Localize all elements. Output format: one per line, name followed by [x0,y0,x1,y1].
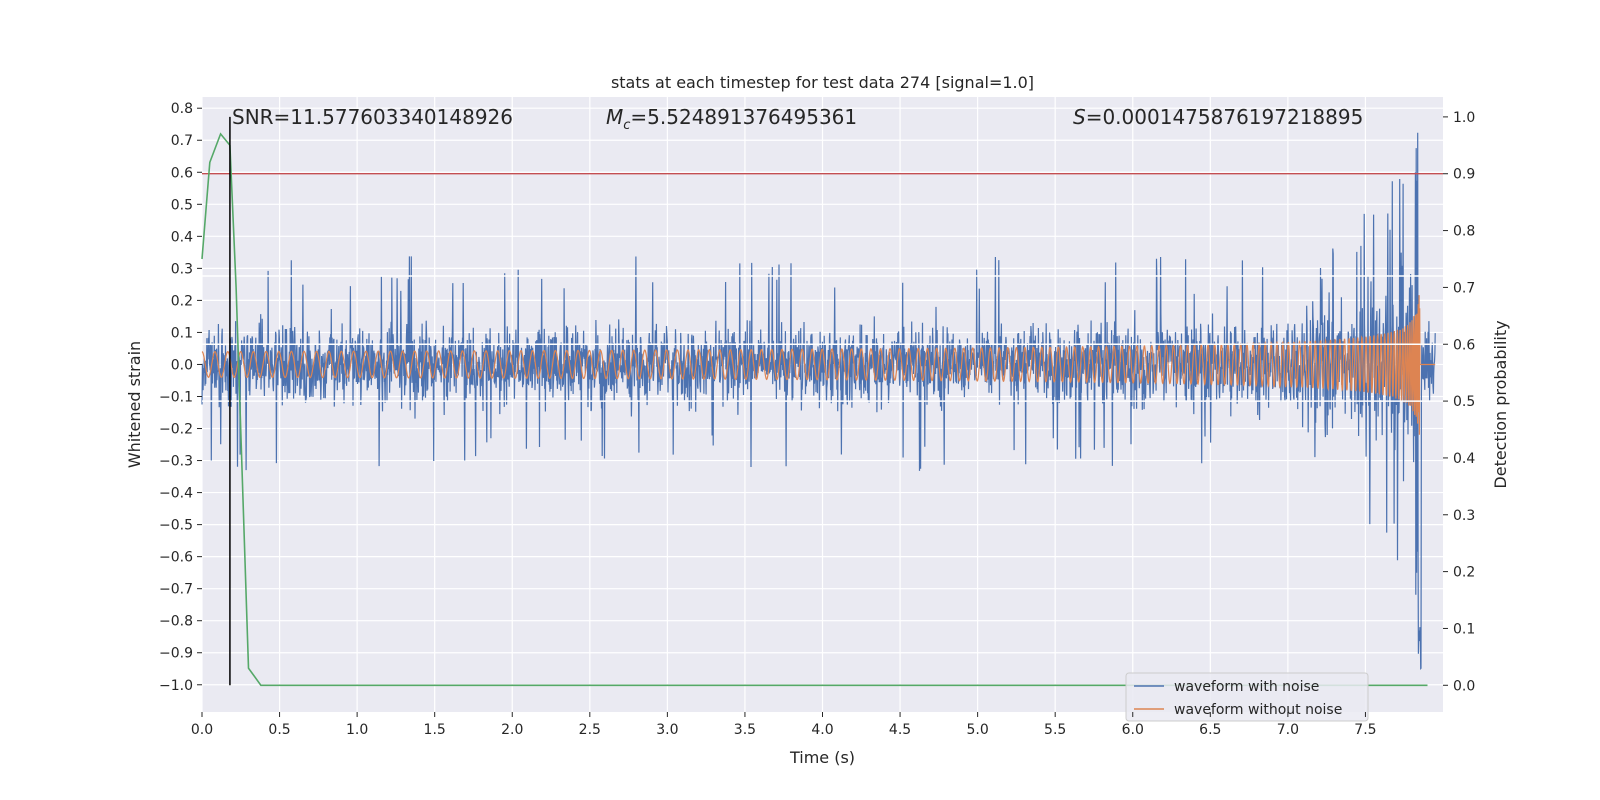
y-tick-label: −0.3 [159,454,193,470]
x-tick-label: 5.0 [966,722,988,738]
y-tick-label: −0.6 [159,550,193,566]
y-tick-label: −0.7 [159,582,193,598]
y-tick-label: −0.4 [159,486,193,502]
y2-tick-label: 0.7 [1453,280,1475,296]
x-tick-label: 5.5 [1044,722,1066,738]
y-axis-label: Whitened strain [125,341,144,468]
y-tick-label: 0.5 [171,197,193,213]
x-tick-label: 7.5 [1354,722,1376,738]
y2-tick-label: 0.5 [1453,394,1475,410]
x-tick-label: 2.5 [579,722,601,738]
x-tick-label: 1.0 [346,722,368,738]
y-tick-label: 0.4 [171,229,193,245]
y2-tick-label: 0.8 [1453,224,1475,240]
legend-box [1125,672,1369,722]
x-tick-label: 4.0 [811,722,833,738]
y2-tick-label: 0.2 [1453,565,1475,581]
x-tick-label: 4.5 [889,722,911,738]
x-tick-label: 6.5 [1199,722,1221,738]
probability-line [201,132,1428,687]
snr-annotation: SNR=11.577603340148926 [232,105,513,129]
y2-tick-label: 0.0 [1453,678,1475,694]
y2-tick-label: 0.9 [1453,167,1475,183]
y2-axis-label: Detection probability [1491,320,1510,488]
x-tick-label: 1.5 [424,722,446,738]
legend-entry-noise: waveform with noise [1174,679,1319,695]
y-tick-label: 0.6 [171,165,193,181]
y2-tick-label: 0.6 [1453,337,1475,353]
y-tick-label: 0.7 [171,133,193,149]
y2-tick-label: 0.4 [1453,451,1475,467]
y-tick-label: 0.2 [171,293,193,309]
y-tick-label: −0.5 [159,518,193,534]
x-tick-label: 2.0 [501,722,523,738]
chirp-mass-annotation: Mc=5.524891376495361 [606,105,857,133]
x-tick-label: 0.0 [191,722,213,738]
y2-tick-label: 0.3 [1453,508,1475,524]
legend-entry-clean: waveform without noise [1174,702,1342,718]
y2-tick-label: 1.0 [1453,110,1475,126]
y-tick-label: 0.1 [171,325,193,341]
x-tick-label: 7.0 [1277,722,1299,738]
x-tick-label: 3.0 [656,722,678,738]
y-tick-label: −0.8 [159,614,193,630]
y-tick-label: −0.1 [159,389,193,405]
y-tick-label: −0.2 [159,422,193,438]
y-tick-label: −0.9 [159,646,193,662]
clean-waveform-line [201,295,1436,435]
y-tick-label: 0.8 [171,101,193,117]
x-tick-label: 0.5 [268,722,290,738]
y-tick-label: −1.0 [159,678,193,694]
x-axis-label: Time (s) [789,748,855,767]
y-tick-label: 0.3 [171,261,193,277]
x-tick-label: 6.0 [1122,722,1144,738]
y-tick-label: 0.0 [171,357,193,373]
chart-title: stats at each timestep for test data 274… [611,73,1034,92]
s-annotation: S=0.0001475876197218895 [1073,105,1363,129]
x-tick-label: 3.5 [734,722,756,738]
y2-tick-label: 0.1 [1453,621,1475,637]
